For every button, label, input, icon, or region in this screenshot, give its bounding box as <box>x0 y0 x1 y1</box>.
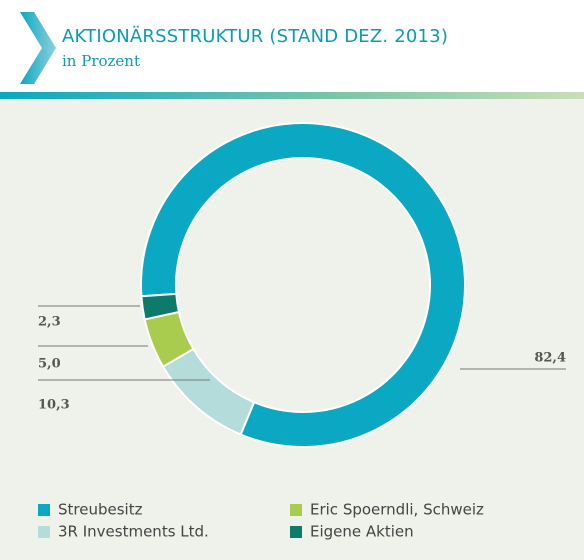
header-chevron <box>20 12 56 84</box>
value-label: 5,0 <box>38 357 61 372</box>
header-bar <box>0 92 584 99</box>
legend-label: Eric Spoerndli, Schweiz <box>310 501 484 519</box>
donut-segment <box>140 292 181 321</box>
legend-label: 3R Investments Ltd. <box>58 523 209 541</box>
legend-swatch <box>290 504 302 516</box>
header-bg <box>0 0 584 92</box>
chart-subtitle: in Prozent <box>62 52 140 70</box>
value-label: 10,3 <box>38 398 70 413</box>
donut-segment <box>140 122 466 448</box>
donut-segment <box>161 347 256 436</box>
legend-swatch <box>290 526 302 538</box>
value-label: 82,4 <box>534 351 566 366</box>
legend-label: Eigene Aktien <box>310 523 414 541</box>
legend-label: Streubesitz <box>58 501 143 519</box>
chart-title: AKTIONÄRSSTRUKTUR (STAND DEZ. 2013) <box>62 26 448 47</box>
legend-swatch <box>38 526 50 538</box>
legend-swatch <box>38 504 50 516</box>
value-label: 2,3 <box>38 315 61 330</box>
